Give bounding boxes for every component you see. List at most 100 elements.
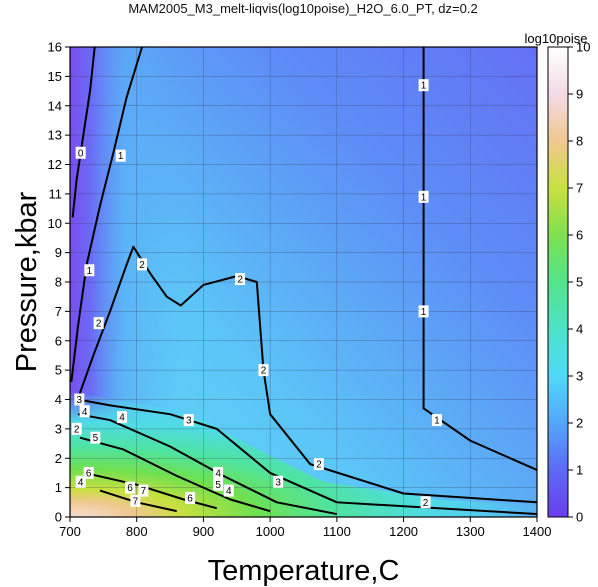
contour-label: 3 — [183, 414, 194, 427]
y-tick-label: 10 — [48, 216, 62, 231]
contour-line-0 — [71, 47, 96, 218]
x-tick-label: 700 — [59, 524, 81, 539]
svg-text:2: 2 — [74, 424, 80, 435]
svg-text:5: 5 — [93, 433, 99, 444]
svg-text:3: 3 — [186, 416, 192, 427]
contour-label: 1 — [418, 190, 429, 203]
contour-label: 4 — [79, 405, 90, 418]
x-axis-ticks: 700 800 900 1000 1100 1200 1300 1400 — [59, 517, 551, 539]
y-tick-label: 3 — [55, 421, 62, 436]
x-tick-label: 1000 — [256, 524, 285, 539]
y-tick-label: 13 — [48, 128, 62, 143]
contour-line-1 — [422, 47, 537, 471]
y-tick-label: 11 — [49, 186, 63, 201]
svg-text:6: 6 — [86, 468, 92, 479]
svg-text:2: 2 — [237, 275, 243, 286]
svg-text:4: 4 — [119, 413, 125, 424]
x-tick-label: 1100 — [323, 524, 351, 539]
contour-label: 7 — [138, 484, 149, 497]
y-tick-label: 12 — [48, 157, 62, 172]
contour-label: 2 — [420, 496, 431, 509]
contour-label: 1 — [84, 264, 95, 277]
svg-text:1: 1 — [421, 81, 427, 92]
svg-text:1: 1 — [434, 416, 440, 427]
colorbar-label: log10poise — [525, 31, 588, 46]
svg-text:2: 2 — [261, 366, 267, 377]
svg-text:1: 1 — [118, 151, 124, 162]
y-tick-label: 9 — [55, 245, 62, 260]
contour-label: 5 — [90, 431, 101, 444]
colorbar: log10poise 0 1 2 3 4 5 6 7 8 9 10 — [525, 31, 591, 525]
colorbar-scale — [547, 46, 569, 518]
y-tick-label: 1 — [55, 480, 62, 495]
contour-label: 6 — [83, 466, 94, 479]
x-tick-label: 1300 — [456, 524, 485, 539]
svg-text:2: 2 — [139, 260, 145, 271]
colorbar-tick-label: 2 — [576, 416, 583, 431]
y-tick-label: 15 — [48, 69, 62, 84]
y-tick-label: 8 — [55, 275, 62, 290]
colorbar-tick-label: 10 — [576, 40, 590, 55]
contour-label: 2 — [258, 364, 269, 377]
contour-label: 5 — [213, 478, 224, 491]
svg-text:2: 2 — [96, 319, 102, 330]
y-tick-label: 14 — [48, 98, 62, 113]
x-tick-label: 900 — [193, 524, 215, 539]
contour-label: 2 — [137, 258, 148, 271]
contour-label: 1 — [115, 149, 126, 162]
chart-title: MAM2005_M3_melt-liqvis(log10poise)_H2O_6… — [128, 1, 477, 16]
svg-text:3: 3 — [275, 477, 281, 488]
y-tick-label: 5 — [55, 363, 62, 378]
svg-text:3: 3 — [77, 395, 83, 406]
svg-text:4: 4 — [78, 477, 84, 488]
svg-text:4: 4 — [226, 486, 232, 497]
x-axis-title: Temperature,C — [208, 555, 400, 587]
contour-label: 1 — [418, 305, 429, 318]
x-tick-label: 1200 — [389, 524, 418, 539]
contour-line-1 — [70, 47, 144, 382]
y-tick-label: 6 — [55, 333, 62, 348]
svg-text:1: 1 — [87, 266, 93, 277]
contour-line-3 — [77, 398, 537, 516]
svg-text:6: 6 — [127, 483, 133, 494]
y-axis-title: Pressure,kbar — [11, 191, 43, 372]
contour-label: 2 — [93, 317, 104, 330]
y-tick-label: 4 — [55, 392, 62, 407]
contour-label: 3 — [273, 475, 284, 488]
y-tick-label: 0 — [55, 510, 62, 525]
colorbar-tick-label: 9 — [576, 87, 583, 102]
contour-line-2 — [77, 245, 537, 504]
y-tick-label: 16 — [48, 40, 62, 55]
contour-label: 4 — [117, 411, 128, 424]
y-tick-label: 7 — [55, 304, 62, 319]
contour-label: 4 — [223, 484, 234, 497]
contour-label: 6 — [185, 491, 196, 504]
x-tick-label: 1400 — [523, 524, 552, 539]
contour-label: 4 — [213, 466, 224, 479]
contour-label: 6 — [125, 481, 136, 494]
contour-label: 4 — [75, 475, 86, 488]
svg-text:4: 4 — [82, 407, 88, 418]
contour-label: 2 — [235, 273, 246, 286]
colorbar-tick-label: 7 — [576, 181, 583, 196]
x-tick-label: 800 — [126, 524, 148, 539]
colorbar-tick-label: 0 — [576, 510, 583, 525]
contour-label: 1 — [418, 79, 429, 92]
svg-text:2: 2 — [316, 460, 322, 471]
contour-lines — [70, 47, 537, 516]
svg-text:4: 4 — [215, 468, 221, 479]
contour-label: 7 — [130, 494, 141, 507]
svg-text:7: 7 — [133, 496, 139, 507]
contour-line-6 — [84, 471, 218, 510]
contour-label: 2 — [71, 422, 82, 435]
colorbar-tick-label: 1 — [576, 463, 583, 478]
colorbar-tick-label: 6 — [576, 228, 583, 243]
colorbar-tick-label: 8 — [576, 134, 583, 149]
y-tick-label: 2 — [55, 451, 62, 466]
colorbar-tick-label: 4 — [576, 322, 583, 337]
colorbar-ticks: 0 1 2 3 4 5 6 7 8 9 10 — [568, 40, 590, 525]
